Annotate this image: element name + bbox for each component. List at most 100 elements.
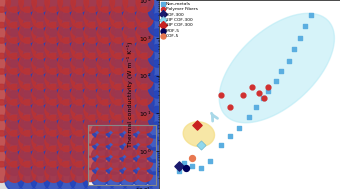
Circle shape — [71, 69, 88, 90]
Circle shape — [84, 69, 102, 90]
Circle shape — [57, 106, 76, 129]
Circle shape — [5, 44, 24, 67]
Circle shape — [71, 22, 88, 43]
Circle shape — [123, 115, 140, 136]
Circle shape — [18, 137, 37, 160]
Circle shape — [32, 115, 49, 136]
Circle shape — [122, 44, 141, 67]
Circle shape — [6, 7, 23, 28]
Circle shape — [136, 22, 154, 43]
Polymer Fibers — [240, 94, 246, 97]
Circle shape — [135, 91, 154, 114]
Circle shape — [122, 60, 141, 83]
Circle shape — [110, 131, 128, 151]
Circle shape — [70, 29, 89, 52]
Circle shape — [122, 75, 141, 98]
Circle shape — [6, 53, 23, 74]
Non-metals — [176, 170, 182, 173]
Circle shape — [109, 44, 128, 67]
Circle shape — [71, 146, 88, 167]
Circle shape — [44, 0, 63, 21]
Circle shape — [0, 146, 10, 167]
Circle shape — [135, 106, 154, 129]
Circle shape — [31, 29, 50, 52]
Circle shape — [44, 14, 63, 36]
Circle shape — [71, 53, 88, 74]
Circle shape — [44, 137, 63, 160]
Circle shape — [6, 146, 23, 167]
Circle shape — [97, 100, 115, 121]
Circle shape — [18, 60, 37, 83]
Circle shape — [57, 122, 76, 145]
Circle shape — [96, 153, 115, 175]
Circle shape — [135, 168, 154, 189]
Circle shape — [123, 84, 140, 105]
Circle shape — [109, 122, 128, 145]
Circle shape — [45, 38, 63, 59]
Circle shape — [6, 100, 23, 121]
Circle shape — [71, 38, 88, 59]
Circle shape — [122, 137, 141, 160]
Circle shape — [57, 29, 76, 52]
Circle shape — [19, 146, 36, 167]
Circle shape — [31, 75, 50, 98]
Non-metals — [218, 143, 224, 146]
Circle shape — [5, 14, 24, 36]
Circle shape — [71, 115, 88, 136]
Circle shape — [70, 75, 89, 98]
Circle shape — [148, 153, 167, 175]
Circle shape — [6, 22, 23, 43]
Circle shape — [44, 122, 63, 145]
Circle shape — [135, 29, 154, 52]
Circle shape — [18, 14, 37, 36]
Circle shape — [44, 168, 63, 189]
Circle shape — [123, 146, 140, 167]
Circle shape — [6, 69, 23, 90]
Circle shape — [84, 0, 102, 12]
Circle shape — [110, 100, 128, 121]
Circle shape — [70, 91, 89, 114]
Circle shape — [84, 53, 102, 74]
Circle shape — [5, 153, 24, 175]
Circle shape — [96, 29, 115, 52]
Circle shape — [148, 168, 167, 189]
Circle shape — [18, 153, 37, 175]
Circle shape — [97, 84, 115, 105]
Circle shape — [110, 115, 128, 136]
Circle shape — [19, 69, 36, 90]
Circle shape — [45, 162, 63, 182]
Circle shape — [97, 38, 115, 59]
Circle shape — [97, 162, 115, 182]
Circle shape — [148, 60, 167, 83]
Circle shape — [71, 7, 88, 28]
Circle shape — [31, 14, 50, 36]
Circle shape — [71, 131, 88, 151]
Circle shape — [83, 153, 102, 175]
Circle shape — [135, 122, 154, 145]
Circle shape — [71, 0, 88, 12]
Circle shape — [123, 22, 140, 43]
Circle shape — [58, 162, 75, 182]
Circle shape — [5, 75, 24, 98]
Circle shape — [45, 22, 63, 43]
Circle shape — [83, 122, 102, 145]
Polymer Fibers — [266, 85, 271, 88]
Circle shape — [58, 131, 75, 151]
Circle shape — [31, 44, 50, 67]
Circle shape — [109, 75, 128, 98]
Circle shape — [123, 0, 140, 12]
Circle shape — [96, 106, 115, 129]
Circle shape — [58, 146, 75, 167]
Circle shape — [148, 75, 167, 98]
Circle shape — [84, 115, 102, 136]
Circle shape — [122, 91, 141, 114]
Circle shape — [6, 115, 23, 136]
Circle shape — [31, 91, 50, 114]
Circle shape — [84, 100, 102, 121]
Circle shape — [31, 122, 50, 145]
Circle shape — [110, 69, 128, 90]
Circle shape — [5, 106, 24, 129]
Circle shape — [83, 106, 102, 129]
Circle shape — [58, 22, 75, 43]
Circle shape — [32, 7, 49, 28]
